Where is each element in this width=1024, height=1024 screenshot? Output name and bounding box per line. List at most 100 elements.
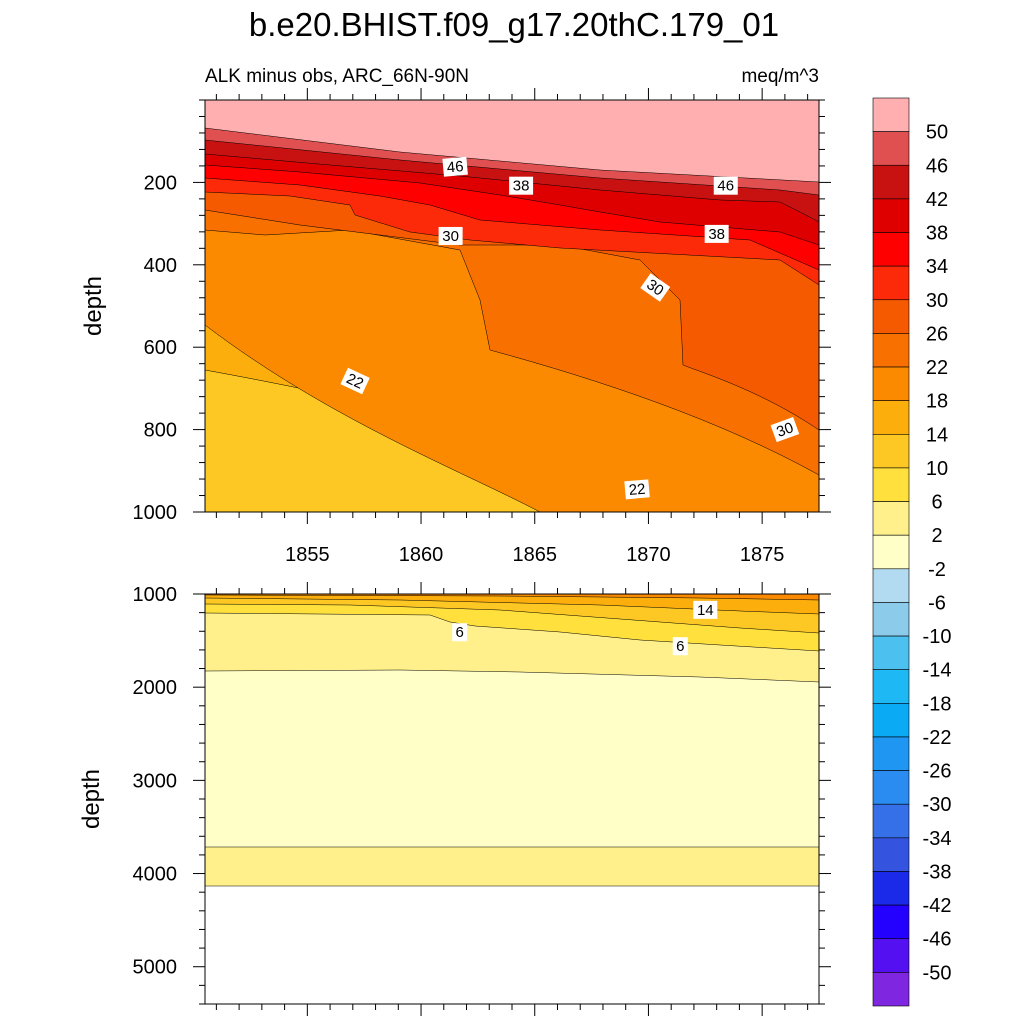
colorbar-box	[872, 803, 910, 839]
colorbar-label: -26	[923, 761, 952, 783]
colorbar-box	[872, 97, 910, 132]
fill-18-22	[205, 594, 819, 601]
colorbar-label: 30	[926, 290, 948, 312]
top-contour-label: 30	[438, 226, 463, 245]
bottom-contour-label-box	[452, 623, 468, 642]
colorbar-label: 2	[931, 525, 942, 547]
colorbar-label: 18	[926, 391, 948, 413]
bottom-y-tick-label: 2000	[133, 677, 178, 699]
top-contour-label-box	[438, 226, 463, 245]
top-contour-label: 38	[704, 224, 729, 243]
bottom-contour-label: 6	[672, 637, 688, 656]
chart-title: b.e20.BHIST.f09_g17.20thC.179_01	[249, 6, 779, 43]
top-contour-label: 22	[624, 479, 650, 500]
bottom-y-tick-label: 5000	[133, 957, 178, 979]
colorbar-label: -22	[923, 727, 952, 749]
colorbar-box	[872, 635, 910, 671]
colorbar-box	[872, 433, 910, 469]
colorbar-label: -10	[923, 626, 952, 648]
colorbar-box	[872, 770, 910, 805]
fill-14-18	[205, 594, 819, 615]
colorbar-label: 50	[926, 122, 948, 144]
top-contour-label: 30	[770, 417, 800, 443]
colorbar-box	[872, 669, 910, 704]
colorbar-box	[872, 400, 910, 435]
colorbar-label: -34	[923, 828, 952, 850]
colorbar-label: -14	[923, 660, 952, 682]
top-contour-label-box	[704, 224, 729, 243]
colorbar-label: -30	[923, 794, 952, 816]
colorbar: 50 46 42 38 34 30 26 22 18 14 10 6 2 -2 -6 -10 -14 -18 -22…	[872, 97, 952, 1007]
subtitle-left: ALK minus obs, ARC_66N-90N	[205, 66, 469, 87]
colorbar-label: -2	[928, 559, 946, 581]
top-contour-label: 38	[509, 176, 534, 195]
bottom-x-ticks	[215, 582, 809, 1016]
colorbar-box	[872, 736, 910, 771]
top-contour-label: 46	[713, 176, 738, 195]
top-y-tick-label: 200	[144, 172, 177, 194]
bottom-contour-label: 14	[693, 600, 718, 619]
bottom-y-tick-label: 4000	[133, 864, 178, 886]
top-contour-label: 46	[442, 156, 468, 177]
colorbar-label: 46	[926, 155, 948, 177]
colorbar-box	[872, 198, 910, 233]
top-contour-label-box	[442, 156, 468, 177]
top-contour-label-box	[640, 273, 671, 302]
bottom-y-tick-label: 3000	[133, 770, 178, 792]
colorbar-box	[872, 904, 910, 940]
top-contour-label-text: 22	[344, 370, 366, 392]
bottom-y-axis-label: depth	[78, 769, 105, 829]
colorbar-label: 42	[926, 189, 948, 211]
fill-gt-50	[205, 100, 819, 183]
colorbar-box	[872, 837, 910, 872]
bottom-panel: 1000 2000 3000 4000 5000 14 6 6 depth	[78, 582, 831, 1016]
bottom-contour-labels: 14 6 6	[452, 600, 718, 656]
top-x-tick-label: 1865	[512, 544, 557, 566]
top-x-tick-label: 1875	[740, 544, 785, 566]
colorbar-label: 22	[926, 357, 948, 379]
top-y-tick-label: 1000	[133, 502, 178, 524]
colorbar-box	[872, 333, 910, 368]
colorbar-label: -50	[923, 962, 952, 984]
top-contour-fill	[205, 100, 819, 512]
top-contour-label-box	[509, 176, 534, 195]
top-y-tick-label: 800	[144, 420, 177, 442]
colorbar-label: -38	[923, 861, 952, 883]
colorbar-box	[872, 871, 910, 906]
colorbar-box	[872, 501, 910, 536]
colorbar-box	[872, 938, 910, 973]
colorbar-label: 34	[926, 256, 948, 278]
colorbar-label: 10	[926, 458, 948, 480]
bottom-contour-label: 6	[452, 623, 468, 642]
colorbar-box	[872, 164, 910, 200]
top-panel: 1855 1860 1865 1870 1875 200 400 600 800 1000 46…	[80, 88, 831, 566]
top-contour-label-text: 46	[717, 178, 734, 195]
colorbar-label: -42	[923, 895, 952, 917]
top-x-tick-label: 1860	[399, 544, 444, 566]
colorbar-label: 6	[931, 492, 942, 514]
top-y-axis-label: depth	[80, 276, 107, 336]
top-contour-label-text: 30	[774, 419, 795, 441]
colorbar-label: -18	[923, 693, 952, 715]
top-contour-label-text: 30	[442, 228, 459, 245]
top-contour-label-box	[713, 176, 738, 195]
bottom-contour-label-box	[672, 637, 688, 656]
colorbar-box	[872, 602, 910, 637]
top-contour-label: 30	[640, 273, 671, 302]
top-y-ticks: 200 400 600 800 1000	[133, 99, 831, 524]
top-contour-label: 22	[340, 367, 370, 395]
colorbar-box	[872, 972, 910, 1007]
top-contour-label-text: 22	[628, 481, 646, 499]
bottom-y-tick-label: 1000	[133, 584, 178, 606]
colorbar-box	[872, 299, 910, 334]
top-contour-label-box	[340, 367, 370, 395]
colorbar-label: 14	[926, 424, 948, 446]
top-contour-label-box	[770, 417, 800, 443]
top-contour-label-box	[624, 479, 650, 500]
colorbar-box	[872, 703, 910, 738]
colorbar-label: -6	[928, 592, 946, 614]
colorbar-box	[872, 366, 910, 401]
top-contour-label-text: 30	[643, 276, 666, 299]
top-x-tick-label: 1870	[626, 544, 671, 566]
top-x-ticks: 1855 1860 1865 1870 1875	[215, 88, 809, 566]
